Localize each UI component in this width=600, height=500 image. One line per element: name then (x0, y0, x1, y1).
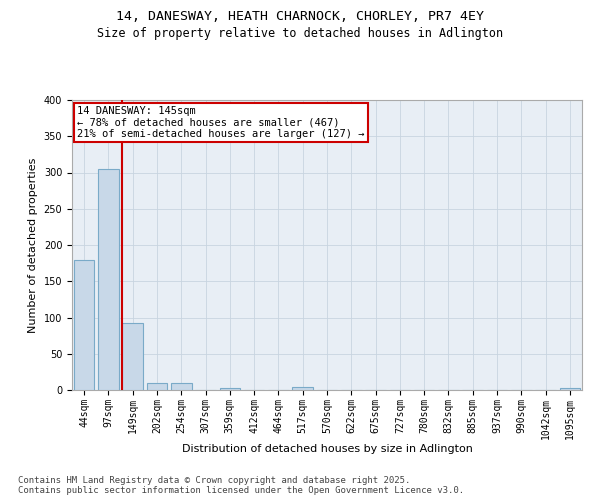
Bar (560, 388, 580, 390)
Bar (98, 169, 119, 390)
Y-axis label: Number of detached properties: Number of detached properties (28, 158, 38, 332)
Text: Size of property relative to detached houses in Adlington: Size of property relative to detached ho… (97, 28, 503, 40)
Bar (220, 388, 240, 390)
Text: Contains HM Land Registry data © Crown copyright and database right 2025.
Contai: Contains HM Land Registry data © Crown c… (18, 476, 464, 495)
Bar (292, 387, 313, 390)
Bar (146, 384, 167, 390)
Bar (74, 260, 94, 390)
Text: 14, DANESWAY, HEATH CHARNOCK, CHORLEY, PR7 4EY: 14, DANESWAY, HEATH CHARNOCK, CHORLEY, P… (116, 10, 484, 23)
Bar (122, 322, 143, 390)
Bar (171, 383, 191, 390)
Text: 14 DANESWAY: 145sqm
← 78% of detached houses are smaller (467)
21% of semi-detac: 14 DANESWAY: 145sqm ← 78% of detached ho… (77, 106, 365, 139)
X-axis label: Distribution of detached houses by size in Adlington: Distribution of detached houses by size … (182, 444, 472, 454)
